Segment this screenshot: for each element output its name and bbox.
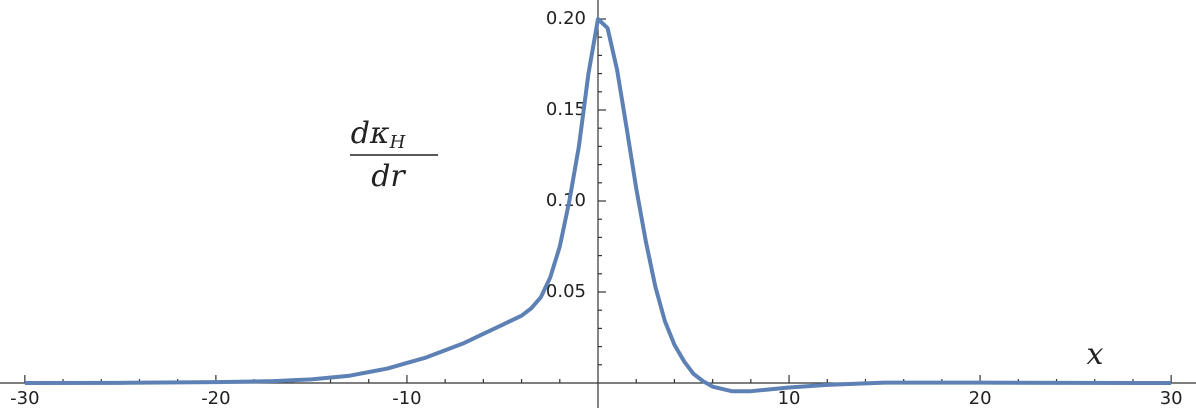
y-tick-label: 0.10 (546, 190, 586, 211)
y-label-numerator: dκH (351, 116, 406, 153)
y-label-numerator-text: dκ (351, 116, 390, 151)
y-tick-label: 0.15 (546, 99, 586, 120)
x-tick-label: -20 (201, 388, 230, 408)
y-label-subscript: H (389, 132, 406, 153)
y-tick-label: 0.05 (546, 281, 586, 302)
y-tick-label: 0.20 (546, 8, 586, 29)
y-axis-label: dκH dr (350, 116, 438, 194)
x-tick-label: 30 (1160, 388, 1183, 408)
x-axis-label: x (1087, 337, 1104, 372)
x-tick-label: -10 (392, 388, 421, 408)
x-tick-label: 10 (778, 388, 801, 408)
x-tick-label: 20 (969, 388, 992, 408)
y-label-denominator: dr (371, 159, 406, 194)
line-series (24, 17, 1172, 394)
x-tick-label: -30 (10, 388, 39, 408)
